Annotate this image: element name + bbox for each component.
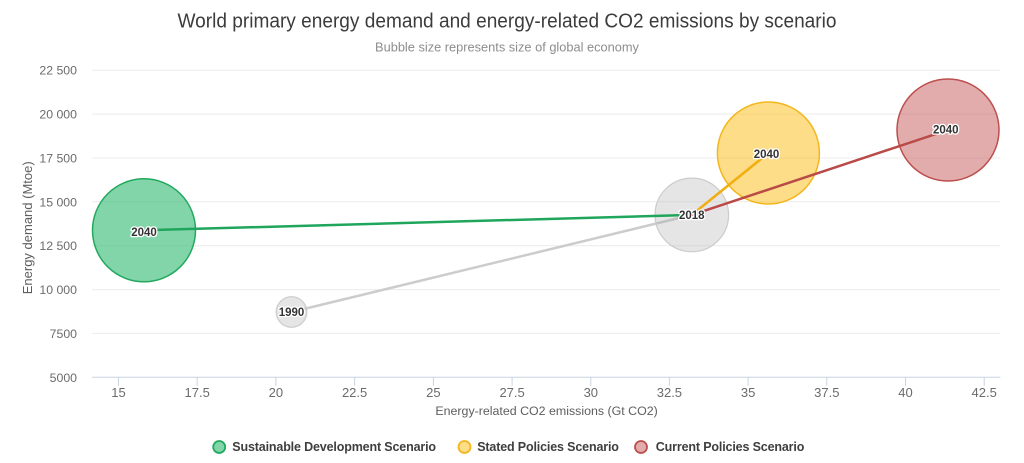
svg-text:15: 15: [111, 385, 125, 400]
svg-text:15 000: 15 000: [39, 195, 77, 209]
svg-text:20: 20: [269, 385, 283, 400]
svg-text:37.5: 37.5: [814, 385, 839, 400]
svg-text:22.5: 22.5: [342, 385, 367, 400]
svg-text:12 500: 12 500: [39, 239, 77, 253]
svg-text:2040: 2040: [131, 227, 157, 239]
svg-text:32.5: 32.5: [657, 385, 682, 400]
svg-text:20 000: 20 000: [39, 108, 77, 122]
svg-text:2018: 2018: [679, 210, 705, 222]
svg-text:5000: 5000: [50, 371, 78, 385]
svg-text:7500: 7500: [50, 327, 78, 341]
svg-text:30: 30: [584, 385, 598, 400]
svg-text:10 000: 10 000: [39, 283, 77, 297]
svg-text:25: 25: [426, 385, 440, 400]
svg-text:35: 35: [741, 385, 755, 400]
svg-text:Energy demand (Mtoe): Energy demand (Mtoe): [20, 161, 35, 294]
svg-text:Sustainable Development Scenar: Sustainable Development Scenario: [232, 440, 436, 454]
svg-text:2040: 2040: [754, 149, 780, 161]
svg-text:2040: 2040: [933, 124, 959, 136]
svg-text:40: 40: [898, 385, 912, 400]
svg-text:Bubble size represents size of: Bubble size represents size of global ec…: [375, 40, 640, 55]
svg-text:27.5: 27.5: [499, 385, 524, 400]
svg-text:Energy-related CO2 emissions (: Energy-related CO2 emissions (Gt CO2): [435, 404, 657, 418]
svg-text:22 500: 22 500: [39, 64, 77, 78]
svg-text:Stated Policies Scenario: Stated Policies Scenario: [477, 440, 619, 454]
svg-text:Current Policies Scenario: Current Policies Scenario: [656, 440, 805, 454]
svg-text:17.5: 17.5: [185, 385, 210, 400]
svg-text:World primary energy demand an: World primary energy demand and energy-r…: [178, 11, 837, 33]
svg-text:17 500: 17 500: [39, 152, 77, 166]
svg-text:1990: 1990: [279, 307, 305, 319]
svg-text:42.5: 42.5: [972, 385, 997, 400]
